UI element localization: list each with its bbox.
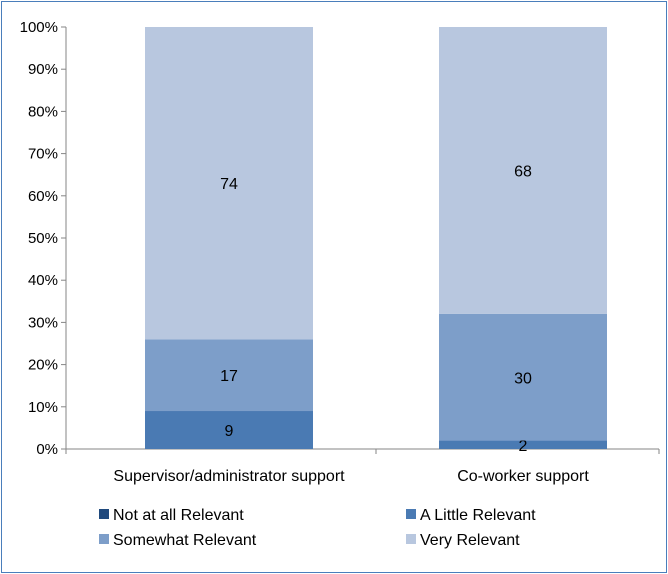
data-label: 30 xyxy=(514,370,532,387)
data-label: 17 xyxy=(220,368,238,385)
bar-segment xyxy=(145,27,313,340)
data-label: 74 xyxy=(220,176,238,193)
y-tick-label: 60% xyxy=(28,188,58,205)
legend-label: Not at all Relevant xyxy=(113,507,244,524)
y-tick-label: 20% xyxy=(28,357,58,374)
legend-swatch xyxy=(406,534,416,544)
data-label: 9 xyxy=(225,423,234,440)
y-tick-label: 40% xyxy=(28,272,58,289)
y-tick-label: 80% xyxy=(28,103,58,120)
bar-segment xyxy=(439,313,607,441)
y-tick-label: 100% xyxy=(20,19,58,36)
y-tick-label: 70% xyxy=(28,146,58,163)
legend-swatch xyxy=(406,509,416,519)
legend-swatch xyxy=(99,509,109,519)
y-tick-label: 30% xyxy=(28,314,58,331)
y-tick-label: 10% xyxy=(28,399,58,416)
legend-label: A Little Relevant xyxy=(420,507,536,524)
legend-label: Somewhat Relevant xyxy=(113,532,257,549)
legend-swatch xyxy=(99,534,109,544)
legend-label: Very Relevant xyxy=(420,532,520,549)
bar-segment xyxy=(145,339,313,412)
bar-segment xyxy=(439,27,607,314)
y-tick-label: 0% xyxy=(36,441,58,458)
category-label: Supervisor/administrator support xyxy=(113,468,345,485)
data-label: 68 xyxy=(514,163,532,180)
bar-segment xyxy=(145,411,313,449)
y-tick-label: 90% xyxy=(28,61,58,78)
y-tick-label: 50% xyxy=(28,230,58,247)
category-label: Co-worker support xyxy=(457,468,589,485)
bar-segment xyxy=(439,440,607,449)
data-label: 2 xyxy=(519,438,528,455)
